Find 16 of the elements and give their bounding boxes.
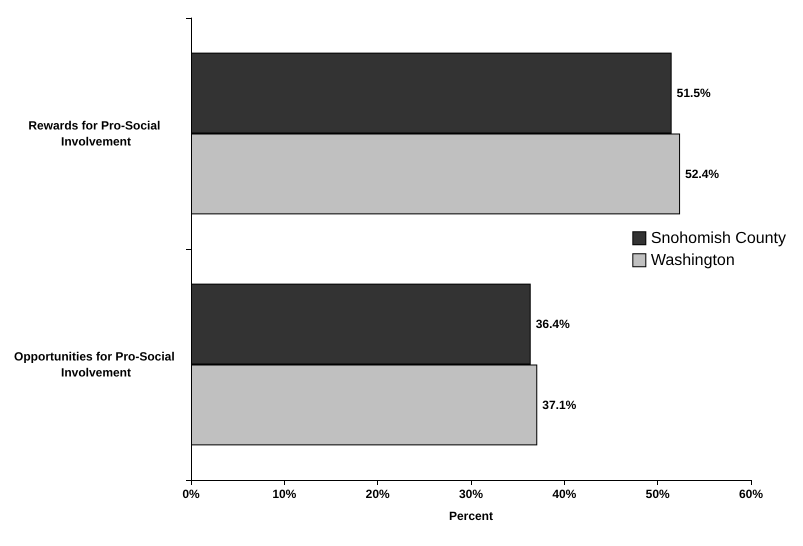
x-tick-label: 20% — [366, 487, 390, 501]
y-tick-label: Rewards for Pro-Social Involvement — [28, 118, 164, 148]
data-label: 52.4% — [685, 166, 720, 181]
data-label: 37.1% — [542, 398, 577, 412]
x-tick-label: 10% — [272, 487, 297, 501]
x-tick-label: 60% — [738, 487, 764, 501]
x-axis-title: Percent — [448, 509, 494, 523]
x-tick-label: 30% — [458, 487, 484, 501]
x-tick-label: 0% — [182, 487, 200, 501]
legend-label: Snohomish County — [650, 230, 786, 247]
data-label: 36.4% — [536, 317, 570, 332]
legend-label: Washington — [650, 252, 735, 269]
x-tick-label: 40% — [552, 487, 577, 501]
y-tick-label: Opportunities for Pro-Social Involvement — [14, 350, 178, 380]
x-tick-label: 50% — [646, 487, 670, 501]
data-label: 51.5% — [676, 86, 712, 100]
